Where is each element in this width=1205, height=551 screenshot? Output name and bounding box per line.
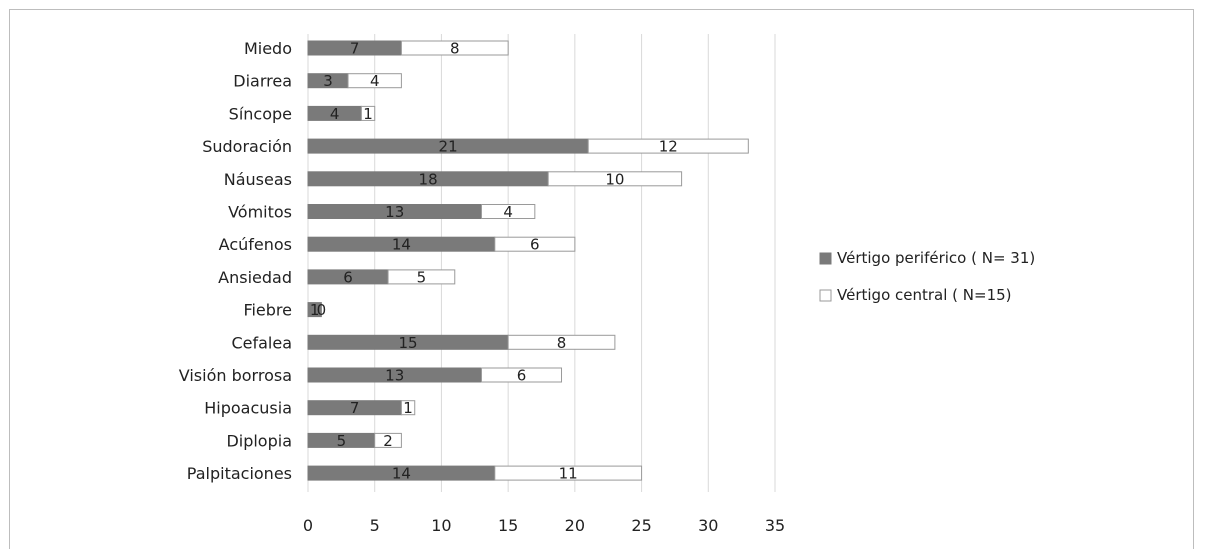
data-label: 6 bbox=[517, 367, 527, 385]
data-label: 14 bbox=[392, 236, 411, 254]
data-label: 8 bbox=[450, 40, 460, 58]
legend-label: Vértigo periférico ( N= 31) bbox=[837, 249, 1035, 267]
bar-central bbox=[480, 204, 536, 219]
data-label: 6 bbox=[343, 268, 353, 286]
data-label: 10 bbox=[605, 170, 624, 188]
data-label: 7 bbox=[350, 399, 360, 417]
data-label: 1 bbox=[310, 301, 320, 319]
legend-swatch bbox=[819, 289, 832, 302]
category-label: Fiebre bbox=[243, 301, 292, 320]
legend: Vértigo periférico ( N= 31) Vértigo centr… bbox=[819, 249, 1035, 304]
data-label: 4 bbox=[370, 72, 380, 90]
data-label: 1 bbox=[403, 399, 413, 417]
data-label: 1 bbox=[363, 105, 373, 123]
legend-swatch bbox=[819, 252, 832, 265]
category-label: Diarrea bbox=[233, 72, 292, 91]
bar-central bbox=[494, 236, 576, 252]
category-label: Vómitos bbox=[228, 203, 292, 222]
category-label: Visión borrosa bbox=[179, 366, 292, 385]
data-label: 21 bbox=[439, 138, 458, 156]
bar-central bbox=[400, 40, 509, 56]
data-label: 11 bbox=[559, 465, 578, 483]
data-label: 4 bbox=[503, 203, 513, 221]
bar-central bbox=[507, 334, 616, 350]
data-label: 13 bbox=[385, 203, 404, 221]
category-label: Sudoración bbox=[202, 137, 292, 156]
data-label: 15 bbox=[399, 334, 418, 352]
x-tick-label: 35 bbox=[765, 516, 785, 535]
x-tick-label: 5 bbox=[370, 516, 380, 535]
category-label: Palpitaciones bbox=[187, 464, 292, 483]
data-label: 18 bbox=[419, 170, 438, 188]
data-label: 6 bbox=[530, 236, 540, 254]
category-label: Cefalea bbox=[231, 333, 292, 352]
bar-central bbox=[387, 269, 456, 285]
data-label: 13 bbox=[385, 367, 404, 385]
data-label: 0 bbox=[317, 301, 327, 319]
bar-central bbox=[360, 105, 376, 121]
x-tick-label: 20 bbox=[565, 516, 585, 535]
bar-central bbox=[587, 138, 749, 154]
data-label: 3 bbox=[323, 72, 333, 90]
x-tick-label: 25 bbox=[631, 516, 651, 535]
x-tick-label: 30 bbox=[698, 516, 718, 535]
category-label: Acúfenos bbox=[219, 235, 292, 254]
category-label: Miedo bbox=[244, 39, 292, 58]
data-label: 7 bbox=[350, 40, 360, 58]
gridlines bbox=[307, 34, 776, 492]
x-tick-label: 0 bbox=[303, 516, 313, 535]
bar-central bbox=[494, 465, 643, 481]
category-label: Náuseas bbox=[224, 170, 292, 189]
bar-central bbox=[374, 432, 402, 448]
category-labels: Miedo Diarrea Síncope Sudoración Náuseas Vómi… bbox=[179, 39, 292, 483]
data-label: 8 bbox=[557, 334, 567, 352]
category-label: Síncope bbox=[229, 104, 292, 123]
data-label: 14 bbox=[392, 465, 411, 483]
legend-label: Vértigo central ( N=15) bbox=[837, 286, 1012, 304]
data-label: 4 bbox=[330, 105, 340, 123]
category-label: Hipoacusia bbox=[204, 399, 292, 418]
category-label: Diplopia bbox=[226, 431, 292, 450]
data-label: 5 bbox=[337, 432, 347, 450]
bar-central bbox=[347, 73, 402, 89]
bar-central bbox=[480, 367, 563, 383]
bar-central bbox=[400, 400, 416, 416]
x-tick-label: 10 bbox=[431, 516, 451, 535]
bar-central bbox=[547, 171, 683, 187]
x-tick-label: 15 bbox=[498, 516, 518, 535]
bar-peripheral bbox=[307, 302, 322, 318]
data-label: 2 bbox=[383, 432, 393, 450]
x-tick-labels: 0 5 10 15 20 25 30 35 bbox=[303, 516, 785, 535]
data-label: 5 bbox=[417, 268, 427, 286]
chart-frame bbox=[9, 9, 1194, 549]
data-label: 12 bbox=[659, 138, 678, 156]
category-label: Ansiedad bbox=[218, 268, 292, 287]
